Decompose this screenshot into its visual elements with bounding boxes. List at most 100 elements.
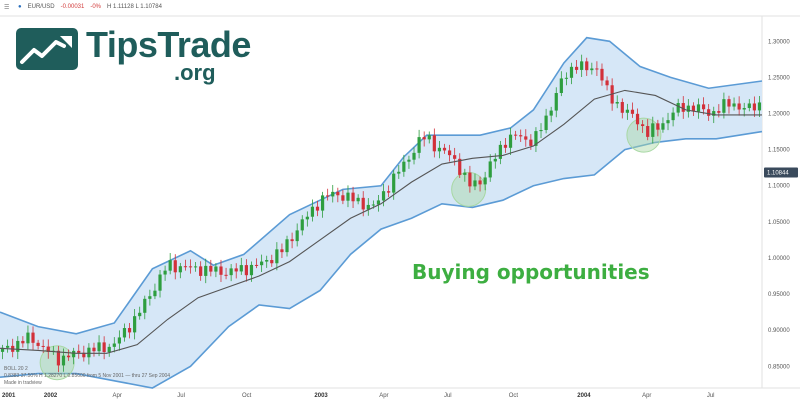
candle-body xyxy=(260,261,264,266)
x-tick-label: Jul xyxy=(177,393,185,399)
price-change: -0.00031 xyxy=(60,4,85,10)
candle-body xyxy=(686,105,690,112)
candle-body xyxy=(534,131,538,146)
candle-body xyxy=(270,260,274,264)
x-tick-label: Oct xyxy=(509,393,519,399)
candle-body xyxy=(219,266,223,275)
y-tick-label: 1.10000 xyxy=(768,184,790,190)
candle-body xyxy=(46,346,50,353)
buying-opportunities-label: Buying opportunities xyxy=(412,260,650,284)
candle-body xyxy=(757,102,762,111)
symbol-header: ☰ ● EUR/USD -0.00031 -0% H 1.11128 L 1.1… xyxy=(0,0,800,14)
y-tick-label: 1.30000 xyxy=(768,39,790,45)
candle-body xyxy=(351,192,355,202)
candle-body xyxy=(574,66,579,70)
candle-body xyxy=(437,147,442,152)
candle-body xyxy=(102,342,106,353)
candle-body xyxy=(580,61,584,70)
price-change-pct: -0% xyxy=(90,4,101,10)
candle-body xyxy=(72,350,76,358)
candle-body xyxy=(366,204,370,210)
candle-body xyxy=(214,266,218,272)
candle-body xyxy=(163,270,167,275)
candle-body xyxy=(707,109,711,116)
candle-body xyxy=(615,102,619,104)
candle-body xyxy=(554,93,558,111)
candle-body xyxy=(422,137,426,140)
candle-body xyxy=(549,110,553,116)
candle-body xyxy=(696,104,701,112)
candle-body xyxy=(158,274,162,291)
logo-name: TipsTrade xyxy=(86,24,251,65)
candle-body xyxy=(514,134,518,136)
candle-body xyxy=(127,328,132,333)
candle-body xyxy=(661,123,665,130)
x-tick-label: Jul xyxy=(444,393,452,399)
y-tick-label: 1.25000 xyxy=(768,75,790,81)
x-tick-label: Oct xyxy=(242,393,252,399)
candle-body xyxy=(199,266,203,276)
candle-body xyxy=(508,134,513,148)
candle-body xyxy=(320,195,325,211)
candle-body xyxy=(244,265,248,276)
candle-body xyxy=(112,343,116,347)
candle-body xyxy=(737,103,741,110)
legend-note: Made in tradview xyxy=(4,380,42,386)
candle-body xyxy=(691,105,696,112)
candle-body xyxy=(77,350,81,353)
symbol-label[interactable]: EUR/USD xyxy=(27,4,55,10)
candle-body xyxy=(493,158,497,162)
candle-body xyxy=(280,249,284,253)
legend-value: 37.50% xyxy=(20,373,38,379)
candle-body xyxy=(361,197,365,210)
candle-body xyxy=(630,109,635,114)
x-tick-label: 2001 xyxy=(2,393,16,399)
x-tick-label: Apr xyxy=(379,393,388,399)
candle-body xyxy=(315,206,320,211)
legend-value: L 0.85600 xyxy=(63,373,86,379)
price-range: H 1.11128 L 1.10784 xyxy=(107,4,162,10)
x-tick-label: Apr xyxy=(112,393,121,399)
candle-body xyxy=(56,350,61,366)
candle-body xyxy=(36,342,40,346)
candle-body xyxy=(229,268,233,276)
candle-body xyxy=(473,180,477,187)
candle-body xyxy=(417,137,421,153)
candle-body xyxy=(285,239,289,253)
candle-body xyxy=(600,68,604,81)
candle-body xyxy=(463,172,467,175)
candle-body xyxy=(193,266,198,268)
candle-body xyxy=(503,144,508,148)
candle-body xyxy=(148,296,152,299)
candle-body xyxy=(275,249,279,264)
menu-icon[interactable]: ☰ xyxy=(4,4,10,11)
candle-body xyxy=(564,77,569,79)
candle-body xyxy=(585,61,589,71)
candle-body xyxy=(204,265,208,276)
y-tick-label: 1.00000 xyxy=(768,256,790,262)
candle-body xyxy=(290,239,294,242)
legend-value: from 5 Nov 2001 — thru 27 Sep 2004 xyxy=(86,373,171,379)
candle-body xyxy=(209,265,213,272)
candle-body xyxy=(402,161,406,172)
candle-body xyxy=(407,159,411,162)
candle-body xyxy=(701,104,706,110)
candle-body xyxy=(651,123,655,137)
candle-body xyxy=(427,135,431,140)
candle-body xyxy=(676,103,680,113)
candle-body xyxy=(412,152,416,160)
candle-body xyxy=(742,108,746,110)
candle-body xyxy=(559,78,563,94)
candle-body xyxy=(635,113,640,125)
candle-body xyxy=(31,332,35,343)
x-tick-label: Jul xyxy=(707,393,715,399)
candle-body xyxy=(595,68,599,70)
candle-body xyxy=(387,191,391,193)
candle-body xyxy=(341,195,345,201)
x-tick-label: 2004 xyxy=(577,393,591,399)
candle-body xyxy=(605,80,609,86)
candle-body xyxy=(107,346,111,353)
price-axis xyxy=(762,16,800,388)
candle-body xyxy=(234,268,238,272)
